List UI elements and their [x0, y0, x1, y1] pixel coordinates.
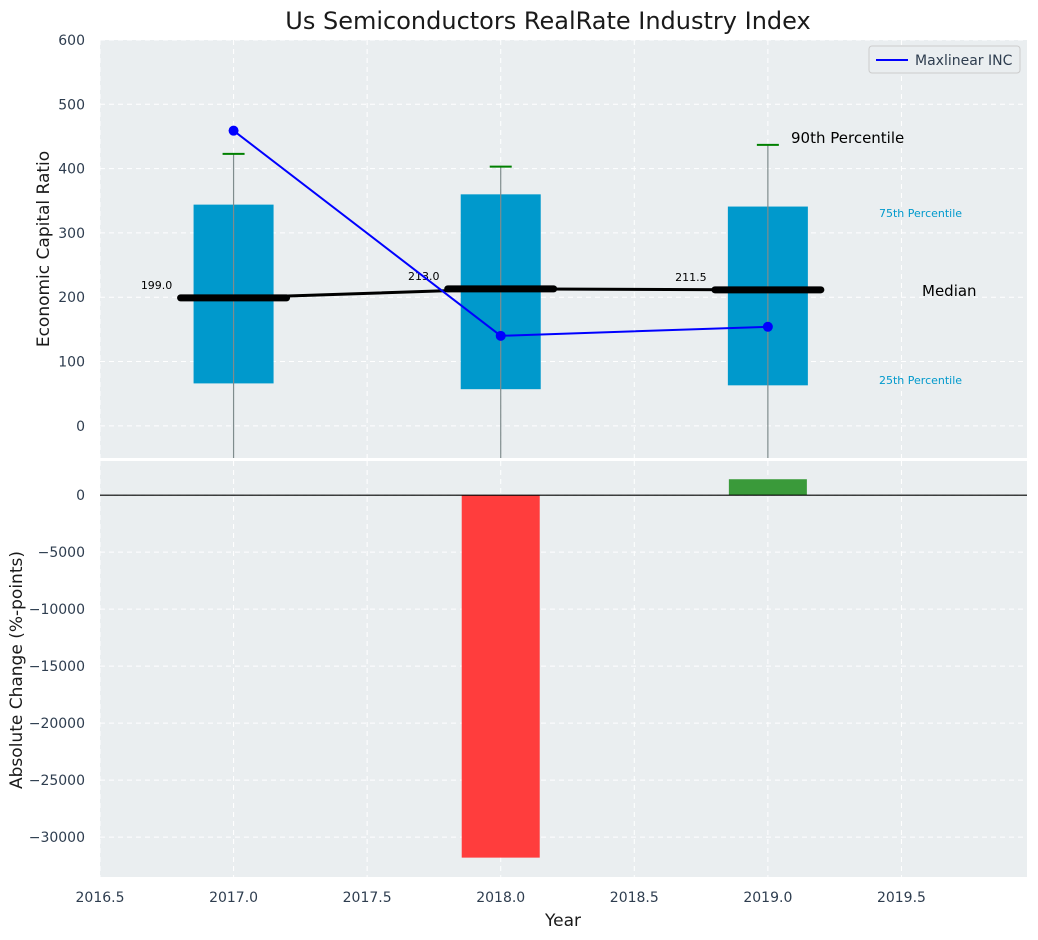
change-bars	[461, 479, 807, 858]
x-tick-label-4: 2018.5	[610, 890, 659, 906]
series-point-1	[495, 330, 506, 341]
legend-box	[868, 45, 1021, 74]
median-line-group	[233, 287, 768, 300]
median-annotation: Median	[922, 282, 977, 300]
bottom-x-ticks: 2016.5 2017.0 2017.5 2018.0 2018.5 2019.0 2019…	[76, 890, 926, 906]
bottom-y-ticks: 0 −5000 −10000 −15000 −20000 −25000 −30000	[29, 488, 85, 846]
top-y-tick-label-1: 100	[58, 355, 85, 371]
top-y-tick-label-2: 200	[58, 290, 85, 306]
bottom-y-tick-label-6: −30000	[29, 830, 85, 846]
x-tick-label-0: 2016.5	[76, 890, 125, 906]
top-y-tick-label-4: 400	[58, 162, 85, 178]
median-label-2: 211.5	[675, 271, 707, 284]
p25-annotation: 25th Percentile	[879, 374, 962, 387]
median-trend-line	[233, 287, 768, 300]
x-tick-label-6: 2019.5	[877, 890, 926, 906]
x-tick-label-5: 2019.0	[743, 890, 792, 906]
x-axis-label: Year	[544, 911, 581, 931]
bottom-y-axis-label: Absolute Change (%-points)	[7, 551, 27, 789]
median-label-0: 199.0	[141, 279, 173, 292]
top-y-tick-label-0: 0	[76, 419, 85, 435]
series-point-0	[228, 125, 239, 136]
series-point-2	[762, 321, 773, 332]
top-y-tick-label-5: 500	[58, 97, 85, 113]
x-tick-label-3: 2018.0	[476, 890, 525, 906]
series-line-group	[228, 125, 773, 341]
top-y-tick-label-3: 300	[58, 226, 85, 242]
bottom-y-tick-label-3: −15000	[29, 659, 85, 675]
x-tick-label-1: 2017.0	[209, 890, 258, 906]
top-y-axis-label: Economic Capital Ratio	[34, 151, 54, 347]
bottom-y-tick-label-1: −5000	[38, 545, 85, 561]
p90-annotation: 90th Percentile	[791, 129, 904, 147]
top-y-tick-label-6: 600	[58, 33, 85, 49]
top-y-ticks: 0 100 200 300 400 500 600	[58, 33, 85, 435]
bottom-y-tick-label-4: −20000	[29, 716, 85, 732]
bottom-y-tick-label-0: 0	[76, 488, 85, 504]
bottom-plot-area	[100, 461, 1027, 877]
change-bar-0	[461, 495, 540, 858]
bottom-panel: 0 −5000 −10000 −15000 −20000 −25000 −30000 201…	[7, 461, 1027, 931]
legend: Maxlinear INC	[868, 45, 1021, 74]
change-bar-1	[728, 479, 807, 496]
chart-title: Us Semiconductors RealRate Industry Inde…	[285, 7, 810, 35]
p75-annotation: 75th Percentile	[879, 207, 962, 220]
legend-label-maxlinear: Maxlinear INC	[915, 53, 1013, 69]
x-tick-label-2: 2017.5	[343, 890, 392, 906]
bottom-y-tick-label-5: −25000	[29, 773, 85, 789]
percentile-annotations: 90th Percentile 75th Percentile Median 2…	[791, 129, 977, 387]
bottom-y-tick-label-2: −10000	[29, 602, 85, 618]
